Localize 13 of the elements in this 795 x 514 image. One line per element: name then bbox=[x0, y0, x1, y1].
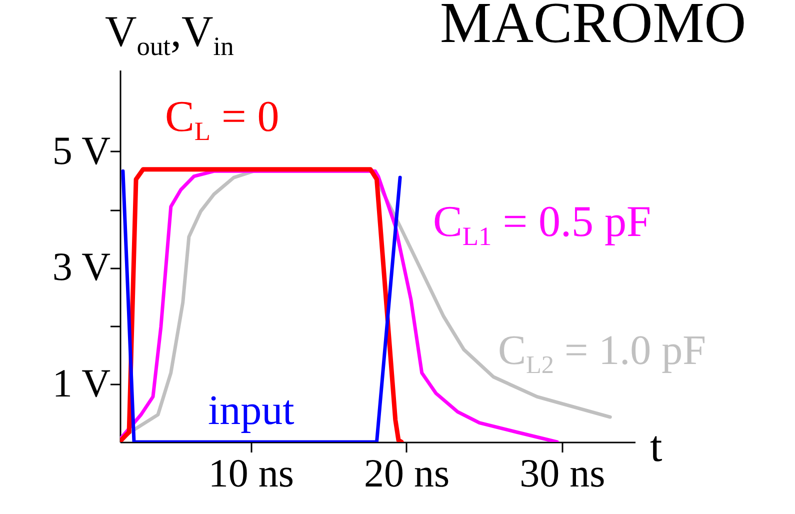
x-axis-title: t bbox=[650, 422, 662, 471]
x-tick-label: 20 ns bbox=[364, 450, 450, 496]
series-label: C$_{L2}$ = 1.0 pF bbox=[498, 328, 706, 379]
series-label: C$_{L1}$ = 0.5 pF bbox=[433, 197, 651, 252]
y-tick-label: 3 V bbox=[52, 244, 111, 290]
y-tick-label: 1 V bbox=[52, 360, 111, 406]
series-label: C$_{L}$ = 0 bbox=[165, 92, 280, 146]
y-tick-label: 5 V bbox=[52, 128, 111, 173]
x-tick-label: 10 ns bbox=[208, 450, 294, 496]
x-tick-label: 30 ns bbox=[520, 450, 606, 496]
chart-title: MACROMO bbox=[440, 0, 746, 55]
series-label: input bbox=[208, 388, 294, 434]
y-axis-title: V$_{out}$,V$_{in}$ bbox=[105, 7, 234, 62]
